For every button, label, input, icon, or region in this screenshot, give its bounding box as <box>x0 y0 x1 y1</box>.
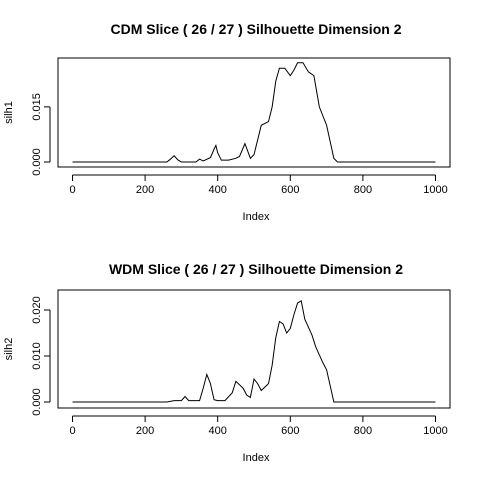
x-tick-label: 800 <box>354 184 372 196</box>
data-line <box>72 62 436 163</box>
x-tick-label: 400 <box>209 184 227 196</box>
y-tick-label: 0.000 <box>31 148 43 176</box>
data-line <box>72 299 436 403</box>
y-axis-label: silh1 <box>3 101 15 124</box>
y-tick-label: 0.015 <box>31 93 43 121</box>
y-tick-label: 0.020 <box>31 296 43 324</box>
plot-frame <box>57 57 451 168</box>
chart-title: CDM Slice ( 26 / 27 ) Silhouette Dimensi… <box>111 21 402 37</box>
x-tick-label: 200 <box>136 425 154 437</box>
x-tick-label: 600 <box>281 184 299 196</box>
y-tick-label: 0.000 <box>31 388 43 416</box>
x-tick-label: 800 <box>354 425 372 437</box>
x-tick-label: 200 <box>136 184 154 196</box>
x-axis-label: Index <box>243 211 270 223</box>
x-tick-label: 400 <box>209 425 227 437</box>
chart-title: WDM Slice ( 26 / 27 ) Silhouette Dimensi… <box>109 261 403 277</box>
x-tick-label: 0 <box>69 184 75 196</box>
x-tick-label: 600 <box>281 425 299 437</box>
x-tick-label: 1000 <box>423 184 447 196</box>
y-axis-label: silh2 <box>3 338 15 361</box>
y-tick-label: 0.010 <box>31 342 43 370</box>
x-tick-label: 1000 <box>423 425 447 437</box>
plot-frame <box>57 289 451 409</box>
x-axis-label: Index <box>243 452 270 464</box>
x-tick-label: 0 <box>69 425 75 437</box>
